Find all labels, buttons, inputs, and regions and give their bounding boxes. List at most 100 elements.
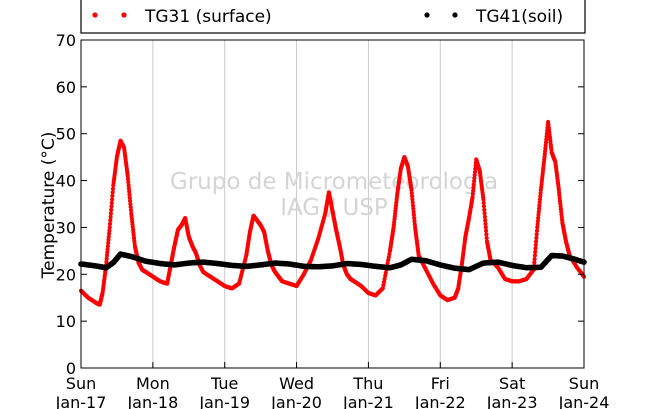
legend-marker-soil bbox=[424, 12, 430, 18]
legend-marker-soil bbox=[452, 12, 458, 18]
data-point bbox=[105, 247, 110, 252]
x-tick-label-day: Mon bbox=[136, 374, 170, 393]
y-tick-label: 10 bbox=[56, 312, 76, 331]
data-point bbox=[108, 214, 113, 219]
data-point bbox=[536, 212, 541, 217]
data-point bbox=[125, 173, 130, 178]
data-point bbox=[106, 237, 111, 242]
data-point bbox=[410, 200, 415, 205]
legend-box bbox=[80, 0, 586, 34]
data-point bbox=[482, 207, 487, 212]
series-soil bbox=[78, 251, 587, 273]
data-point bbox=[104, 253, 110, 258]
data-point bbox=[382, 276, 387, 282]
data-point bbox=[109, 204, 114, 209]
data-point bbox=[481, 197, 486, 202]
data-point bbox=[535, 222, 540, 227]
y-tick-label: 30 bbox=[56, 218, 76, 237]
y-tick-label: 60 bbox=[56, 78, 76, 97]
data-point bbox=[105, 250, 110, 255]
y-tick-label: 40 bbox=[56, 172, 76, 191]
data-point bbox=[535, 225, 540, 230]
x-tick-label-date: Jan-19 bbox=[198, 393, 250, 409]
data-point bbox=[127, 192, 132, 197]
data-point bbox=[110, 186, 116, 191]
data-point bbox=[534, 232, 539, 237]
data-point bbox=[471, 185, 476, 190]
data-point bbox=[109, 207, 114, 212]
y-axis-label: Temperature (°C) bbox=[39, 132, 59, 280]
x-tick-label-day: Sun bbox=[66, 374, 96, 393]
data-point bbox=[484, 232, 489, 237]
data-point bbox=[109, 200, 114, 205]
data-point bbox=[126, 186, 131, 191]
data-point bbox=[104, 259, 109, 264]
axes: 010203040506070SunJan-17MonJan-18TueJan-… bbox=[55, 31, 610, 409]
data-point bbox=[110, 197, 115, 202]
data-point bbox=[411, 212, 416, 217]
data-point bbox=[107, 225, 112, 230]
data-point bbox=[484, 235, 489, 241]
data-point bbox=[473, 166, 478, 171]
data-point bbox=[472, 173, 477, 178]
data-point bbox=[532, 260, 537, 265]
data-point bbox=[126, 180, 131, 185]
data-point bbox=[409, 191, 414, 196]
data-point bbox=[471, 188, 476, 193]
data-point bbox=[482, 211, 487, 216]
data-point bbox=[108, 218, 113, 223]
watermark-line-1: Grupo de Micrometeorologia bbox=[170, 169, 498, 195]
data-point bbox=[412, 216, 417, 221]
data-point bbox=[537, 200, 542, 205]
data-point bbox=[127, 189, 132, 194]
data-point bbox=[107, 228, 112, 233]
watermark: Grupo de Micrometeorologia IAG / USP bbox=[170, 169, 498, 221]
data-point bbox=[532, 253, 538, 258]
y-tick-label: 50 bbox=[56, 125, 76, 144]
data-point bbox=[535, 219, 541, 224]
x-tick-label-day: Thu bbox=[352, 374, 383, 393]
data-point bbox=[409, 187, 414, 192]
data-point bbox=[537, 197, 543, 202]
data-point bbox=[537, 203, 542, 208]
x-tick-label-day: Tue bbox=[210, 374, 238, 393]
y-tick-label: 70 bbox=[56, 31, 76, 50]
x-tick-label-date: Jan-23 bbox=[486, 393, 538, 409]
data-point bbox=[536, 216, 541, 221]
data-point bbox=[472, 179, 477, 184]
series bbox=[78, 119, 587, 307]
grid bbox=[152, 40, 513, 368]
data-point bbox=[410, 203, 416, 208]
data-point bbox=[533, 249, 538, 255]
x-tick-label-day: Sat bbox=[499, 374, 525, 393]
y-tick-label: 0 bbox=[66, 359, 76, 378]
data-point bbox=[127, 195, 132, 200]
y-tick-label: 20 bbox=[56, 265, 76, 284]
x-tick-label-date: Jan-22 bbox=[414, 393, 466, 409]
data-point bbox=[472, 169, 478, 175]
data-point bbox=[538, 194, 543, 199]
x-tick-label-day: Sun bbox=[569, 374, 599, 393]
data-point bbox=[534, 228, 540, 233]
x-tick-label-date: Jan-24 bbox=[558, 393, 610, 409]
data-point bbox=[472, 176, 477, 181]
data-point bbox=[108, 211, 113, 216]
x-tick-label-date: Jan-17 bbox=[55, 393, 107, 409]
x-tick-label-day: Wed bbox=[279, 374, 314, 393]
data-point bbox=[483, 221, 488, 226]
legend-marker-surface bbox=[121, 12, 127, 18]
data-point bbox=[128, 208, 134, 213]
data-point bbox=[470, 191, 475, 196]
data-point bbox=[128, 205, 133, 210]
data-point bbox=[532, 257, 537, 262]
data-point bbox=[536, 209, 541, 214]
data-point bbox=[128, 201, 133, 207]
data-point bbox=[110, 193, 115, 198]
data-point bbox=[107, 221, 113, 226]
series-surface bbox=[78, 119, 587, 307]
data-point bbox=[125, 176, 131, 182]
plot-frame bbox=[80, 39, 585, 369]
data-point bbox=[107, 231, 112, 236]
data-point bbox=[533, 246, 538, 251]
